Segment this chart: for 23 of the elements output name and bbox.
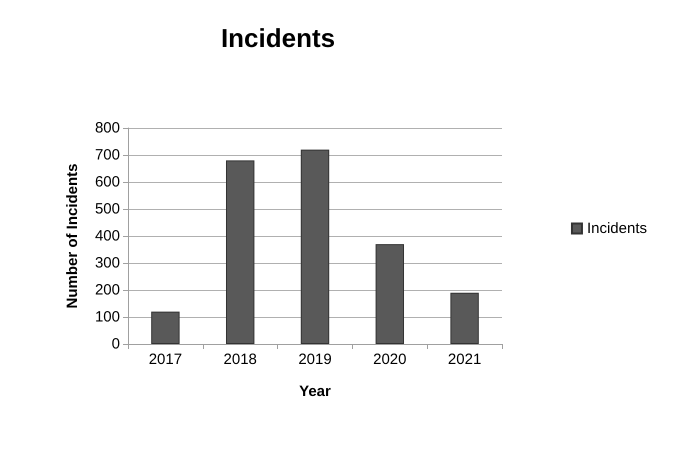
x-tick-label: 2019 (298, 351, 332, 368)
bar (376, 244, 404, 344)
bar (300, 150, 330, 344)
y-tick-label: 200 (94, 282, 120, 298)
y-tick-label: 300 (94, 254, 120, 272)
y-tick-label: 600 (94, 174, 120, 190)
y-tick-label: 500 (94, 200, 120, 218)
y-tick-label: 100 (94, 308, 120, 326)
x-tick-label: 2020 (373, 351, 406, 368)
y-tick-label: 800 (94, 120, 120, 136)
bar (450, 292, 479, 344)
x-axis-title: Year (299, 383, 332, 400)
legend-label: Incidents (586, 220, 648, 237)
chart-title: Incidents (220, 23, 336, 53)
bar (226, 160, 254, 344)
y-tick-label: 700 (94, 146, 120, 164)
x-tick-label: 2021 (448, 351, 482, 368)
bar (151, 312, 180, 344)
y-tick-label: 0 (112, 336, 120, 352)
x-tick-label: 2017 (148, 351, 182, 368)
y-axis-title: Number of Incidents (64, 163, 81, 309)
x-tick-label: 2018 (224, 351, 257, 368)
y-tick-label: 400 (94, 228, 120, 244)
